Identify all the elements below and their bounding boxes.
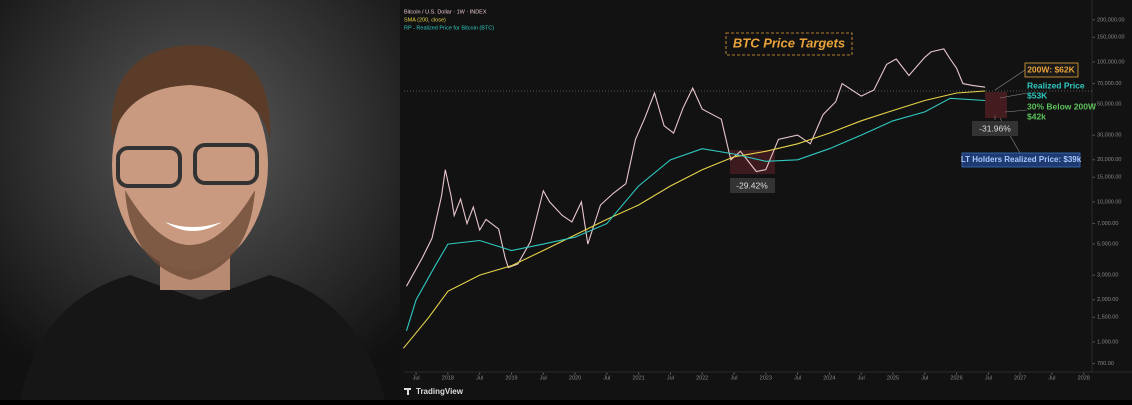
chart-title: BTC Price Targets [733,35,845,50]
y-tick-label: 100,000.00 [1097,59,1125,65]
x-tick-label: 2025 [887,375,899,381]
y-tick-label: 200,000.00 [1097,17,1125,23]
annotation-box [730,178,775,193]
x-tick-label: Jul [985,375,992,381]
series-line [406,48,986,287]
y-tick-label: 50,000.00 [1097,102,1121,108]
y-tick-label: 70,000.00 [1097,81,1121,87]
title-box [725,32,853,56]
annotation: 200W: $62K [1027,64,1075,74]
chart: 200,000.00 150,000.00 100,000.00 70,000.00 5… [402,0,1132,396]
annotation-box [972,121,1018,136]
y-tick-label: 20,000.00 [1097,157,1121,163]
x-tick-label: 2019 [505,375,517,381]
annotation: LT Holders Realized Price: $39k [961,155,1082,164]
x-tick-label: Jul [730,375,737,381]
annotation: -29.42% [736,180,768,190]
leader-line [1004,109,1028,113]
x-tick-label: Jul [476,375,483,381]
annotation: 30% Below 200W [1027,101,1097,111]
annotation-box [1024,62,1079,78]
series-line [405,97,986,331]
portrait-photo [0,0,400,400]
x-tick-label: Jul [667,375,674,381]
y-tick-label: 700.00 [1097,361,1114,367]
x-tick-label: Jul [413,375,420,381]
chart-background [400,0,1132,400]
annotation: Realized Price [1027,80,1085,90]
y-tick-label: 150,000.00 [1097,35,1125,41]
x-tick-label: 2024 [823,375,835,381]
annotation: $53K [1027,90,1048,100]
leader-line [999,92,1028,99]
y-tick-label: 3,000.00 [1097,273,1118,279]
legend-entry: Bitcoin / U.S. Dollar · 1W · INDEX [404,9,487,15]
logo [404,388,411,395]
x-tick-label: 2023 [760,375,772,381]
y-tick-label: 7,000.00 [1097,221,1118,227]
x-tick-label: Jul [540,375,547,381]
y-tick-label: 15,000.00 [1097,175,1121,181]
leader-line [994,69,1026,91]
annotation-box [961,152,1081,168]
x-tick-label: Jul [794,375,801,381]
annotation: -31.96% [979,123,1011,133]
x-tick-label: Jul [603,375,610,381]
y-tick-label: 1,500.00 [1097,315,1118,321]
x-tick-label: 2021 [633,375,645,381]
watermark: TradingView [416,387,464,396]
y-tick-label: 2,000.00 [1097,297,1118,303]
y-tick-label: 30,000.00 [1097,133,1121,139]
x-tick-label: 2022 [696,375,708,381]
target-zone [985,92,1007,118]
y-tick-label: 5,000.00 [1097,242,1118,248]
y-tick-label: 10,000.00 [1097,199,1121,205]
x-tick-label: Jul [921,375,928,381]
x-tick-label: 2020 [569,375,581,381]
series-line [402,90,986,349]
legend-entry: RP - Realized Price for Bitcoin (BTC) [404,25,494,31]
x-tick-label: 2028 [1078,375,1090,381]
legend-entry: SMA (200, close) [404,17,446,23]
x-tick-label: Jul [858,375,865,381]
x-tick-label: 2027 [1014,375,1026,381]
x-tick-label: 2026 [950,375,962,381]
annotation: $42k [1027,111,1046,121]
x-tick-label: 2018 [442,375,454,381]
x-tick-label: Jul [1048,375,1055,381]
y-tick-label: 1,000.00 [1097,339,1118,345]
